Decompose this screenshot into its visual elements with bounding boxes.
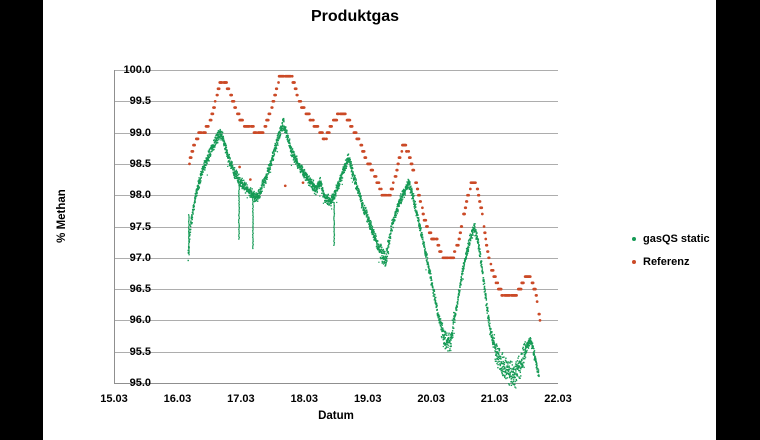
- x-axis-title: Datum: [318, 410, 354, 422]
- letterbox-right: [716, 0, 760, 440]
- x-tick-label: 15.03: [100, 393, 128, 405]
- y-tick-label: 99.0: [129, 126, 151, 139]
- letterbox-left: [0, 0, 43, 440]
- legend: gasQS static Referenz: [632, 231, 710, 277]
- y-tick-label: 96.5: [129, 283, 151, 296]
- x-tick-label: 16.03: [163, 393, 192, 405]
- y-tick-label: 98.5: [129, 157, 151, 170]
- plot-canvas: [43, 0, 716, 440]
- y-tick-label: 95.5: [129, 345, 151, 358]
- x-tick-label: 19.03: [353, 393, 382, 405]
- legend-marker-dot-icon: [632, 260, 636, 264]
- x-tick-label: 21.03: [480, 393, 509, 405]
- x-tick-label: 18.03: [290, 393, 319, 405]
- y-tick-label: 100.0: [123, 64, 151, 76]
- legend-item-label: Referenz: [643, 256, 690, 268]
- chart-area: Produktgas % Methan Datum 95.0 95.5 96.0 96…: [43, 0, 716, 440]
- legend-marker-dot-icon: [632, 237, 636, 241]
- legend-item: gasQS static: [632, 231, 710, 247]
- legend-item: Referenz: [632, 254, 710, 270]
- x-tick-label: 17.03: [227, 393, 255, 405]
- y-tick-label: 95.0: [129, 377, 151, 389]
- x-tick-label: 22.03: [544, 393, 572, 405]
- chart-title: Produktgas: [310, 8, 400, 25]
- y-tick-label: 97.0: [129, 251, 151, 264]
- y-tick-label: 98.0: [129, 189, 151, 202]
- y-tick-label: 96.0: [129, 314, 151, 327]
- y-tick-label: 97.5: [129, 220, 151, 233]
- x-tick-label: 20.03: [417, 393, 445, 405]
- legend-item-label: gasQS static: [643, 233, 710, 245]
- y-axis-title: % Methan: [56, 189, 68, 243]
- y-tick-label: 99.5: [129, 95, 151, 108]
